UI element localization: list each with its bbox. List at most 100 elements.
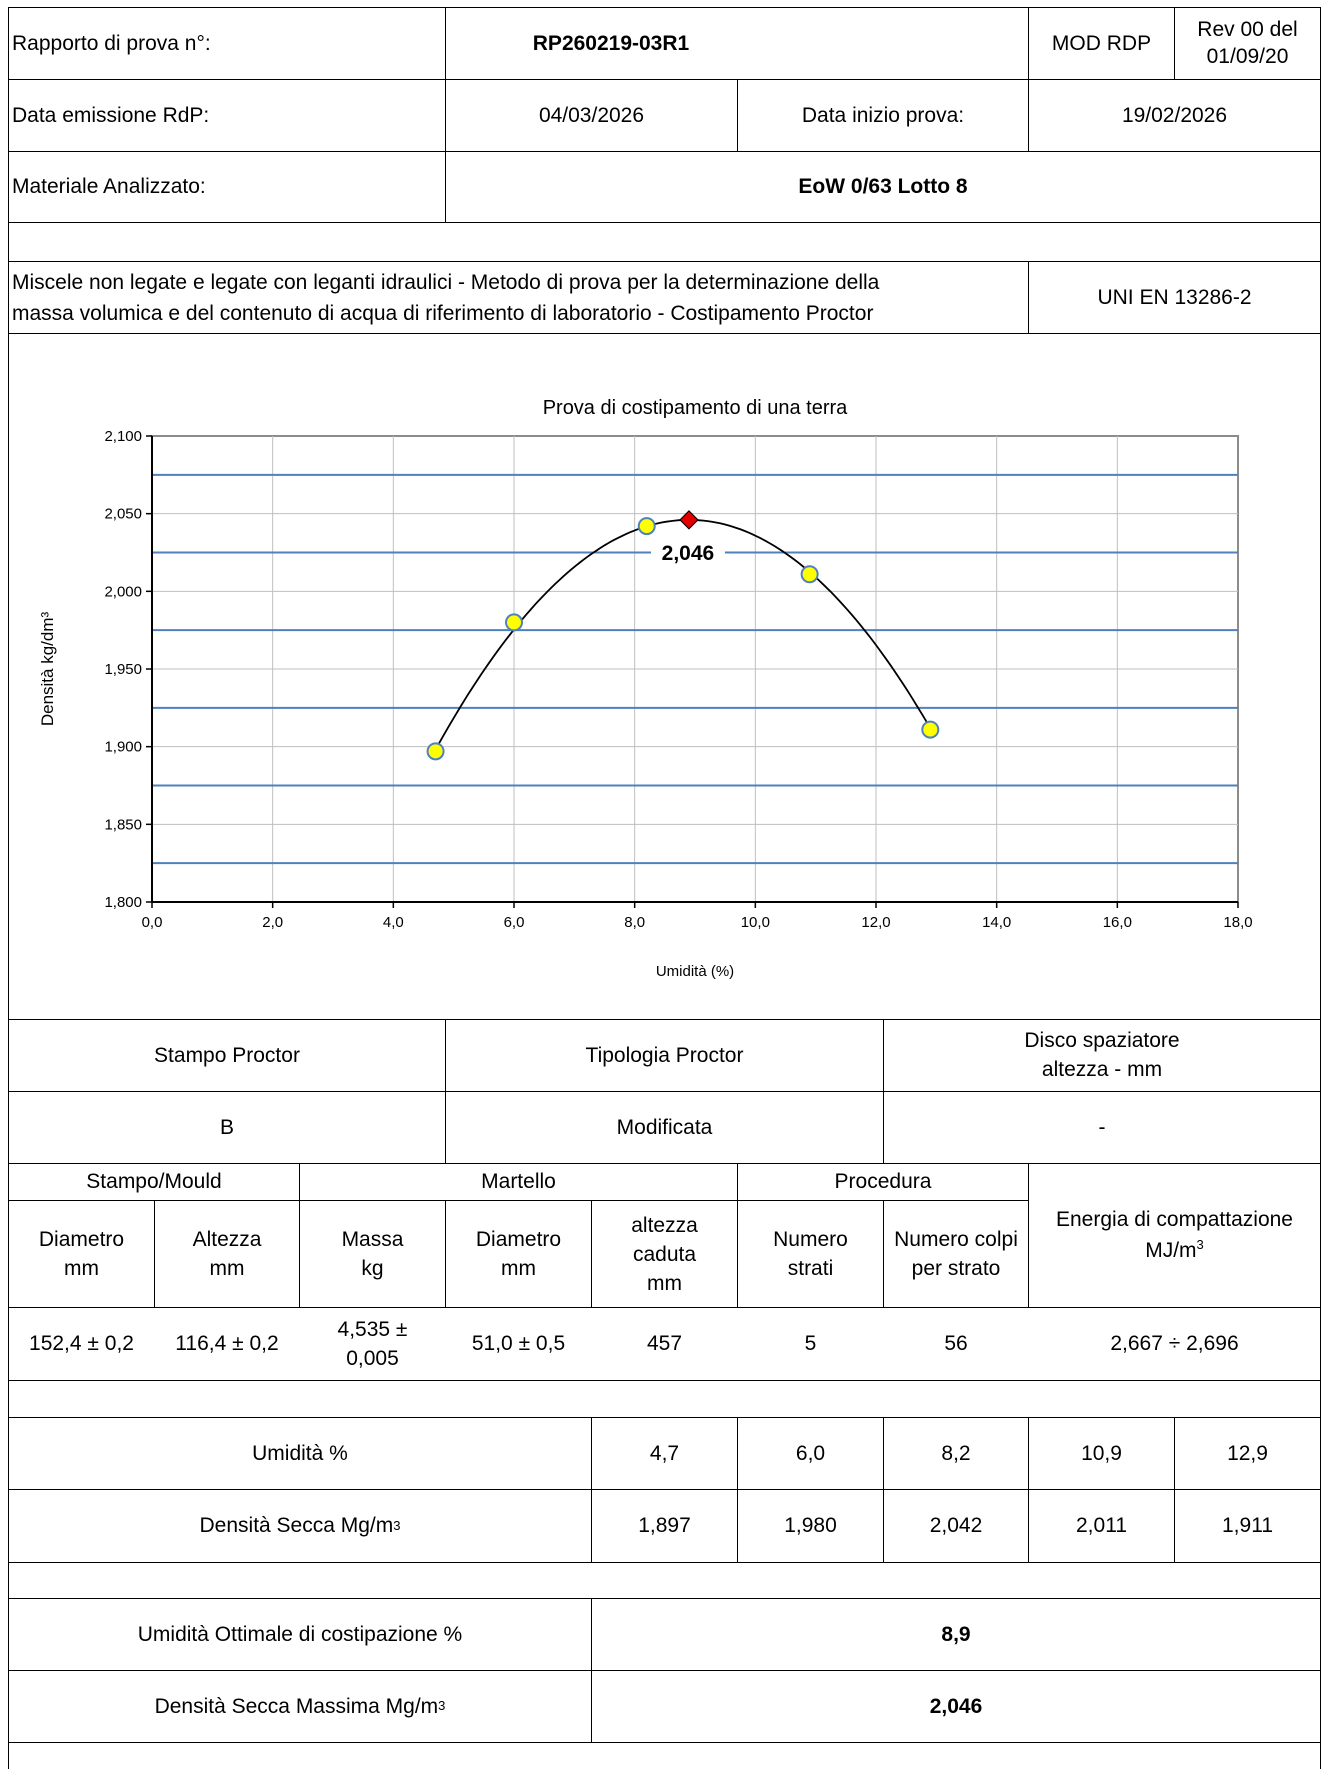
compaction-chart: 0,0 2,0 4,0 6,0 8,0 10,0 12,0 14,0 16,0 18,0 1,800…	[38, 397, 1253, 980]
y-tick-label: 2,000	[104, 583, 142, 600]
max-density-value: 2,046	[929, 1694, 983, 1718]
start-date: 19/02/2026	[1121, 103, 1228, 127]
rule	[737, 1417, 738, 1562]
data-point	[426, 742, 445, 761]
rule	[8, 1670, 1321, 1671]
rule	[8, 1091, 1321, 1092]
frame-top	[8, 7, 1321, 8]
value-line-2: 0,005	[346, 1346, 399, 1370]
x-tick-label: 10,0	[741, 914, 770, 931]
densita-label-text: Densità Secca Mg/m	[199, 1514, 394, 1537]
header-stampo-diametro: Diametro mm	[9, 1201, 154, 1307]
y-tick-label: 2,100	[104, 428, 142, 445]
report-number: RP260219-03R1	[532, 31, 690, 55]
x-tick-label: 14,0	[982, 914, 1011, 931]
rule	[8, 1019, 1321, 1020]
header-text: Massa	[341, 1228, 404, 1251]
rule	[8, 333, 1321, 334]
densita-label: Densità Secca Mg/m 3	[199, 1514, 401, 1537]
group-martello: Martello	[481, 1170, 556, 1193]
group-stampo: Stampo/Mould	[86, 1170, 222, 1193]
x-tick-label: 8,0	[624, 914, 645, 931]
tipologia-proctor-value: Modificata	[616, 1115, 713, 1139]
rule	[883, 1417, 884, 1562]
start-date-label: Data inizio prova:	[801, 103, 965, 127]
header-numero-strati: Numero strati	[738, 1201, 883, 1307]
rule	[445, 1019, 446, 1163]
rule	[299, 1163, 300, 1307]
test-method-line-2: massa volumica e del contenuto di acqua …	[12, 301, 874, 325]
rule	[1028, 1163, 1029, 1307]
header-unit: mm	[64, 1257, 99, 1280]
umidita-value: 8,2	[941, 1441, 971, 1465]
chart-title: Prova di costipamento di una terra	[543, 397, 848, 419]
group-procedura: Procedura	[834, 1170, 932, 1193]
data-point	[505, 613, 523, 632]
umidita-value: 12,9	[1227, 1441, 1268, 1465]
rule	[8, 1163, 1321, 1164]
header-text: Diametro	[38, 1228, 125, 1251]
rule	[8, 1307, 1321, 1308]
rule	[591, 1598, 592, 1742]
rule	[8, 1598, 1321, 1599]
frame-left	[8, 7, 9, 1769]
energy-unit-text: MJ/m	[1145, 1239, 1197, 1262]
issue-date: 04/03/2026	[538, 103, 645, 127]
rule	[8, 1562, 1321, 1563]
max-label-bg	[650, 539, 725, 568]
header-text: caduta	[632, 1242, 697, 1266]
max-density-label-text: Densità Secca Massima Mg/m	[154, 1694, 439, 1718]
header-text: Altezza	[192, 1228, 262, 1251]
header-unit: kg	[361, 1257, 384, 1280]
material-name: EoW 0/63 Lotto 8	[798, 175, 968, 198]
material-label: Materiale Analizzato:	[12, 175, 206, 198]
x-tick-label: 2,0	[262, 914, 283, 931]
energy-header: Energia di compattazione MJ/m3	[1029, 1163, 1320, 1307]
issue-date-label: Data emissione RdP:	[12, 103, 210, 127]
value-martello-massa: 4,535 ± 0,005	[300, 1307, 445, 1380]
umidita-value: 6,0	[795, 1441, 826, 1465]
rule	[591, 1417, 592, 1562]
rule	[1028, 1417, 1029, 1562]
tipologia-proctor-label: Tipologia Proctor	[585, 1043, 744, 1067]
optimal-moisture-label: Umidità Ottimale di costipazione %	[137, 1622, 463, 1646]
frame-right	[1320, 7, 1321, 1769]
rule	[591, 1200, 592, 1307]
value-martello-diametro: 51,0 ± 0,5	[471, 1332, 566, 1355]
header-text: strati	[787, 1257, 834, 1280]
rule	[8, 151, 1321, 152]
value-numero-strati: 5	[804, 1332, 817, 1355]
x-tick-label: 4,0	[383, 914, 404, 931]
module-code: MOD RDP	[1051, 31, 1152, 55]
value-stampo-altezza: 116,4 ± 0,2	[175, 1332, 279, 1355]
header-text: Diametro	[475, 1228, 562, 1251]
energy-label: Energia di compattazione	[1056, 1208, 1293, 1231]
rule	[1174, 1417, 1175, 1562]
disco-line-2: altezza - mm	[1041, 1058, 1163, 1081]
stampo-proctor-value: B	[219, 1115, 234, 1139]
header-martello-altezza-caduta: altezza caduta mm	[592, 1201, 737, 1307]
rule	[1174, 7, 1175, 79]
test-method-line-1: Miscele non legate e legate con leganti …	[12, 270, 880, 294]
max-point	[679, 510, 699, 530]
rule	[8, 79, 1321, 80]
value-line-1: 4,535 ±	[337, 1317, 408, 1341]
rule	[883, 1200, 884, 1307]
revision-line-2: 01/09/20	[1206, 45, 1289, 68]
disco-spaziatore-value: -	[1098, 1115, 1106, 1139]
test-method-description: Miscele non legate e legate con leganti …	[12, 262, 1026, 333]
header-numero-colpi: Numero colpi per strato	[884, 1201, 1028, 1307]
header-martello-massa: Massa kg	[300, 1201, 445, 1307]
umidita-value: 4,7	[649, 1441, 680, 1465]
header-stampo-altezza: Altezza mm	[155, 1201, 299, 1307]
rule	[445, 151, 446, 222]
energy-unit-sup: 3	[1196, 1237, 1204, 1252]
densita-value: 1,980	[784, 1514, 837, 1537]
value-numero-colpi: 56	[944, 1332, 968, 1355]
umidita-value: 10,9	[1081, 1441, 1122, 1465]
value-energia: 2,667 ÷ 2,696	[1110, 1332, 1239, 1355]
x-tick-label: 18,0	[1223, 914, 1252, 931]
x-axis-label: Umidità (%)	[656, 963, 734, 980]
rule	[8, 222, 1321, 223]
